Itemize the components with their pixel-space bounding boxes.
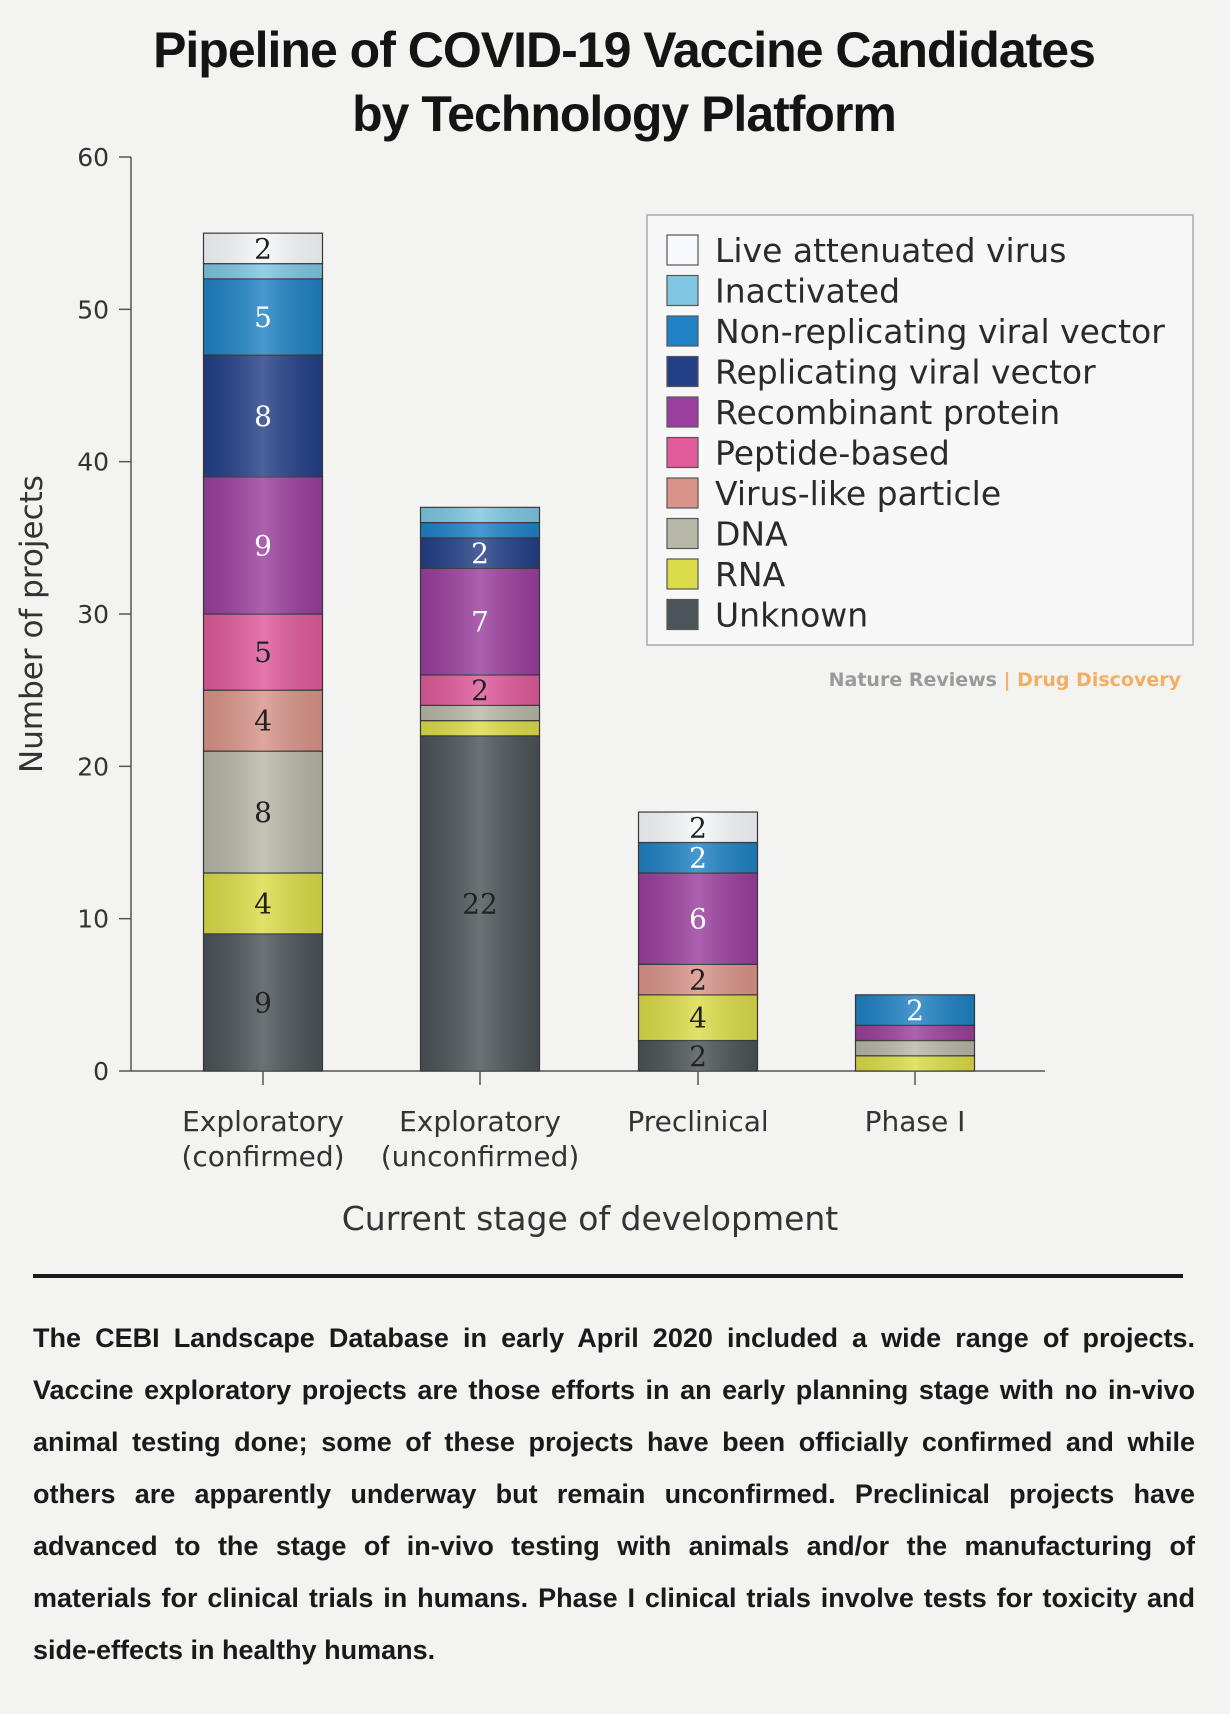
bar-value-label: 2 [689,1040,707,1073]
chart-title-line-1: Pipeline of COVID-19 Vaccine Candidates [153,22,1096,78]
y-tick-label: 40 [77,448,109,477]
legend-swatch [666,558,699,590]
x-tick-label: (unconfirmed) [381,1140,580,1173]
y-tick-label: 50 [77,295,109,324]
x-tick-label: Exploratory [182,1105,344,1138]
bar-value-label: 22 [462,887,498,920]
x-axis-title: Current stage of development [342,1199,839,1238]
stacked-bar-chart: 0 10 20 30 40 50 60 Number of projects 9 4 8 4 5 9 8 5 2… [14,143,1194,1238]
bar-value-label: 8 [254,400,272,433]
bar-segment-shading [855,1040,975,1056]
bar-segment-shading [420,522,540,538]
legend-label: DNA [715,515,788,554]
bar-value-label: 4 [689,1002,707,1035]
bar-segment-shading [420,568,540,675]
bar-segment-shading [420,705,540,721]
bar-value-label: 9 [254,986,272,1019]
bar-value-label: 2 [254,232,272,265]
bar-value-label: 4 [254,887,272,920]
credit-journal: Drug Discovery [1017,669,1181,691]
bar-segment-shading [420,537,540,569]
bar-segment-shading [420,720,540,736]
bar-value-label: 2 [471,674,489,707]
legend-label: Non-replicating viral vector [715,312,1165,351]
legend-label: Virus-like particle [715,474,1001,513]
bar-segment-shading [638,842,758,873]
source-credit: Nature Reviews | Drug Discovery [829,669,1182,691]
bar-segment-shading [638,1040,758,1071]
legend-label: Inactivated [715,272,900,311]
bar-value-label: 2 [906,994,924,1027]
y-tick-label: 20 [77,752,109,781]
bar-segment-shading [203,263,323,279]
bar-value-label: 9 [254,529,272,562]
bar-segment-shading [420,507,540,523]
bar-segment-shading [855,1055,975,1071]
legend-swatch [666,396,699,428]
bar-segment-shading [203,278,323,356]
bar-value-label: 2 [471,537,489,570]
legend-label: Recombinant protein [715,393,1060,432]
y-tick-label: 30 [77,600,109,629]
legend-swatch [666,517,699,550]
y-tick-label: 10 [77,905,109,934]
caption-text: The CEBI Landscape Database in early Apr… [33,1323,1195,1665]
bar-segment-shading [638,994,758,1041]
credit-separator: | [1004,669,1018,691]
bar-value-label: 5 [254,636,272,669]
bar-value-label: 2 [689,842,707,875]
bar-segment-shading [638,964,758,995]
bar-segment-shading [203,355,323,477]
legend-swatch [666,315,699,347]
x-tick-label: (confirmed) [181,1140,344,1173]
legend-swatch [666,477,699,509]
legend-label: Unknown [715,596,868,635]
bar-segment-shading [855,994,975,1026]
legend-label: Peptide-based [715,434,950,473]
bar-segment-shading [203,476,323,614]
bar-segment-shading [855,1025,975,1041]
x-tick-label: Phase I [865,1105,966,1138]
bar-segment-shading [638,812,758,843]
bar-value-label: 6 [689,903,707,936]
legend-swatch [666,598,699,631]
x-tick-label: Preclinical [627,1105,768,1138]
credit-publisher: Nature Reviews [829,669,1004,691]
bar-segment-shading [420,674,540,706]
bar-segment-shading [203,233,323,264]
y-axis-title: Number of projects [14,475,50,773]
legend-swatch [666,436,699,469]
chart-title-line-2: by Technology Platform [352,86,897,142]
legend-label: Live attenuated virus [715,231,1066,270]
bar-segment-shading [203,614,323,691]
bar-value-label: 8 [254,796,272,829]
bar-value-label: 4 [254,705,272,738]
bar-segment-shading [203,933,323,1071]
legend-swatch [666,355,699,388]
bar-segment-shading [638,872,758,965]
bar-segment-shading [203,751,323,873]
legend-swatch [666,274,699,307]
bar-segment-shading [420,735,540,1071]
y-tick-label: 60 [77,143,109,172]
legend-box [646,214,1194,646]
bar-value-label: 7 [471,606,489,639]
legend-label: RNA [715,555,786,594]
bar-value-label: 2 [689,811,707,844]
y-tick-label: 0 [93,1057,109,1086]
x-tick-label: Exploratory [399,1105,561,1138]
bar-value-label: 2 [689,964,707,997]
bar-segment-shading [203,872,323,934]
caption-divider [33,1274,1183,1278]
legend-label: Replicating viral vector [715,353,1096,392]
bar-value-label: 5 [254,301,272,334]
chart-title: Pipeline of COVID-19 Vaccine Candidates … [0,18,1230,146]
bar-segment-shading [203,690,323,752]
legend-swatch [666,234,699,266]
